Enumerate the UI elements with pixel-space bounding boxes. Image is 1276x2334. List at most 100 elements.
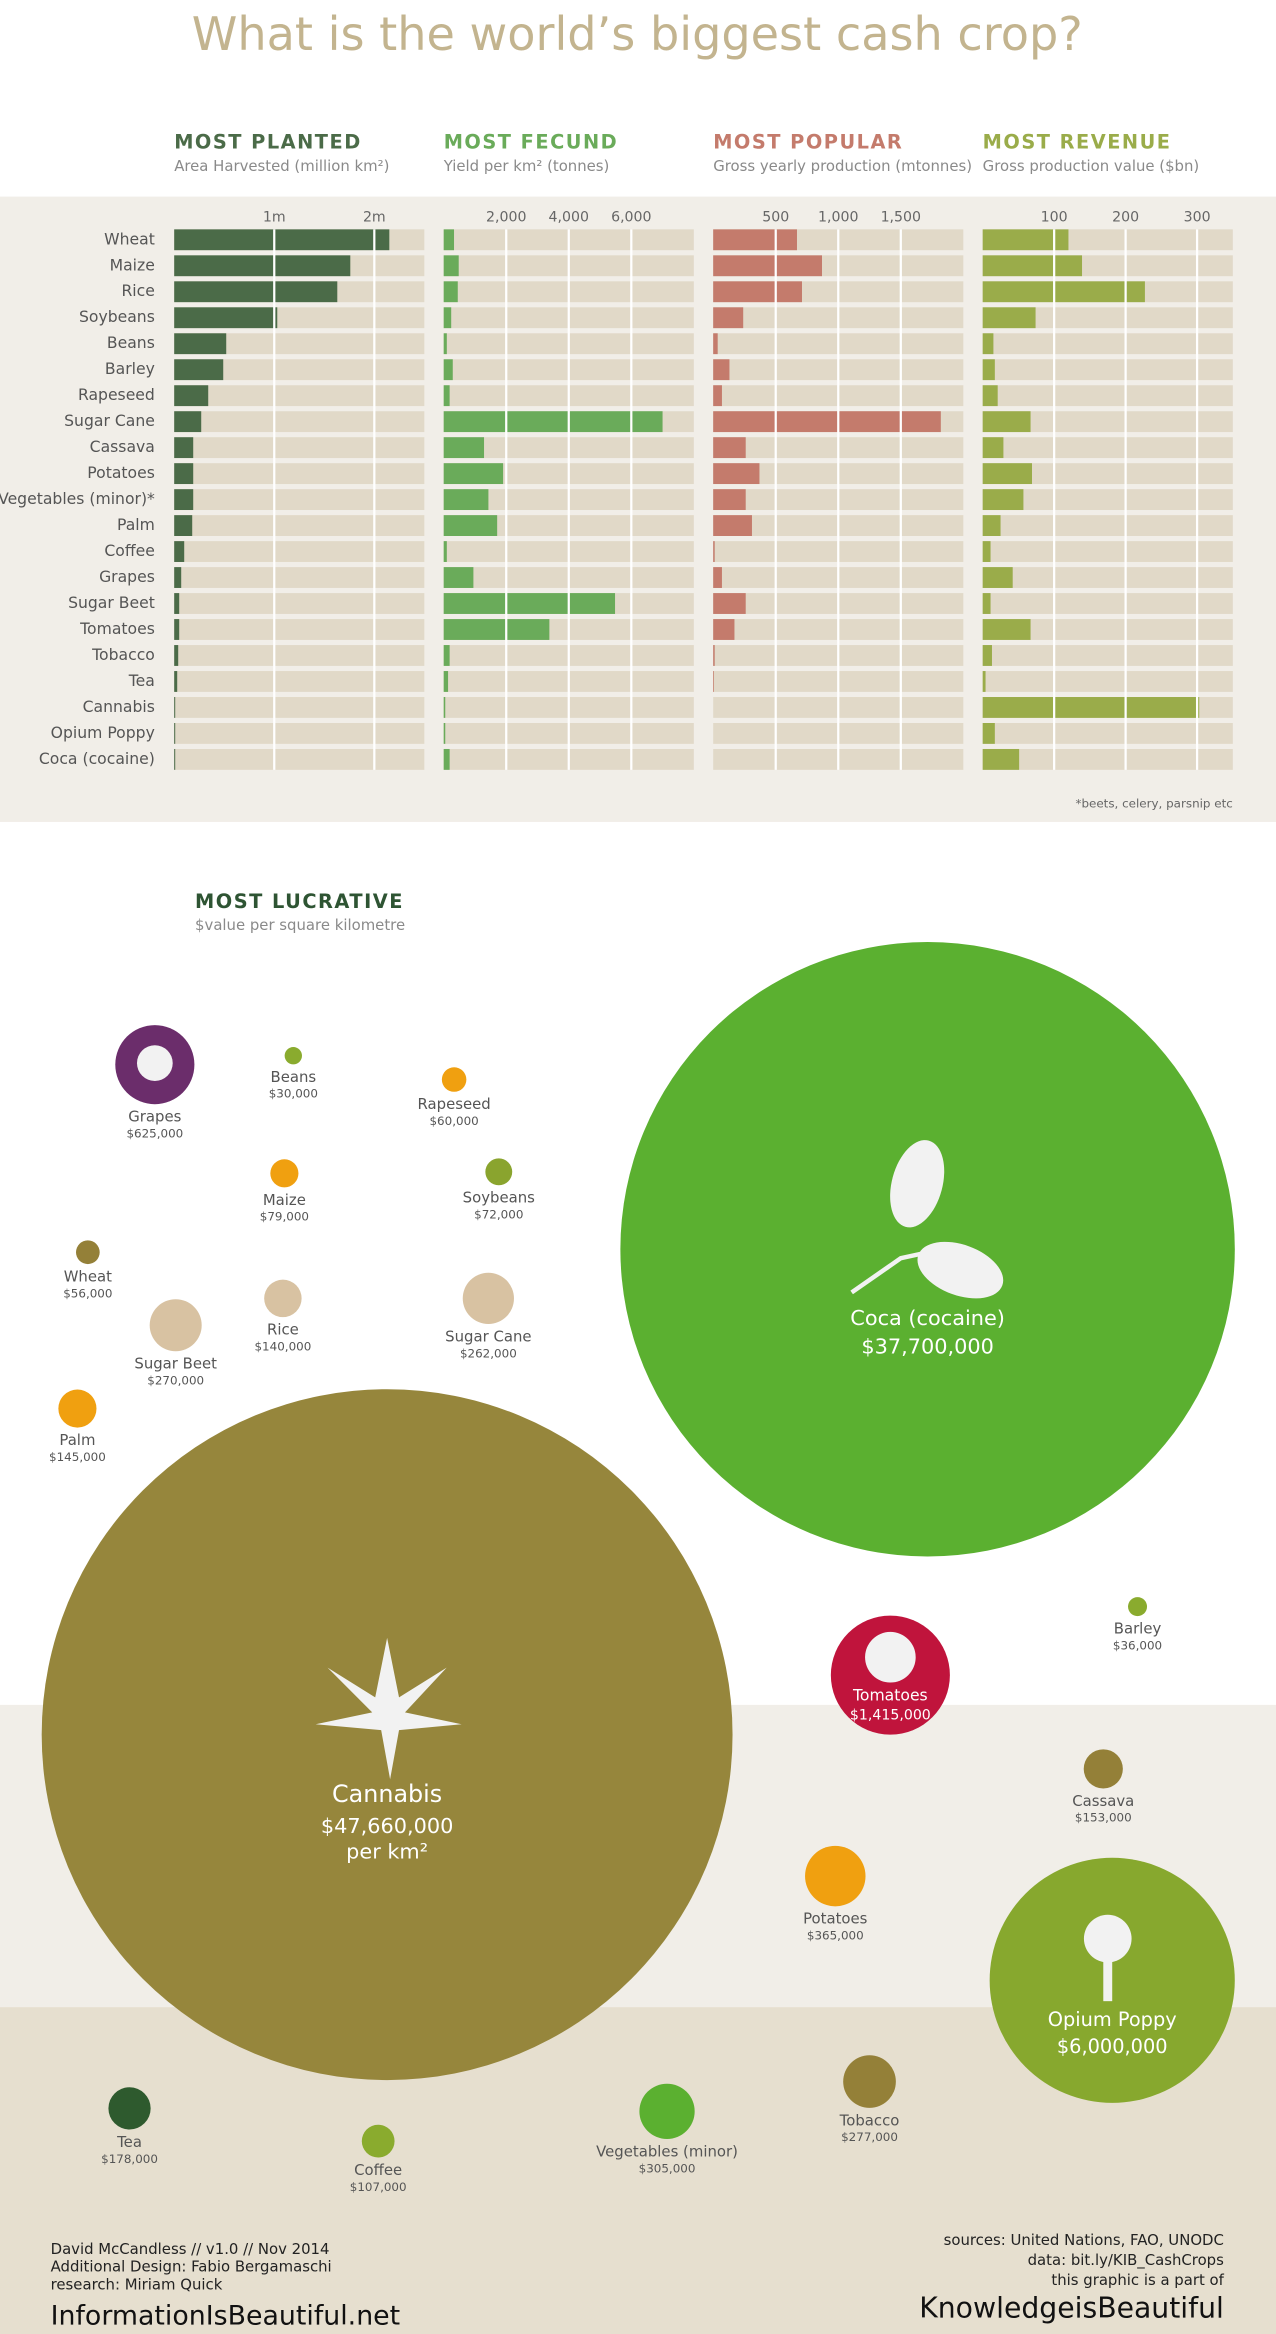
bar (443, 411, 663, 433)
category-label: Coca (cocaine) (39, 749, 155, 768)
bar (713, 567, 722, 588)
bar (174, 463, 194, 485)
row-background (174, 541, 425, 562)
x-tick-label: 1,000 (818, 209, 858, 225)
bubble-label: Grapes (128, 1108, 181, 1126)
bar (174, 229, 390, 251)
category-label: Sugar Cane (64, 411, 155, 430)
bar (713, 645, 715, 666)
panel-subtitle: Area Harvested (million km²) (174, 157, 389, 175)
bubble-label: Tea (116, 2133, 142, 2151)
source-line: sources: United Nations, FAO, UNODC (944, 2231, 1224, 2249)
category-label: Cannabis (83, 697, 155, 716)
bar (174, 489, 194, 511)
credit: Additional Design: Fabio Bergamaschi (51, 2258, 332, 2276)
cannabis-leaf (315, 1637, 462, 1780)
bar (443, 515, 498, 536)
bubble-label: Sugar Beet (134, 1355, 217, 1373)
bar (982, 411, 1031, 433)
bubble-value-label: $140,000 (254, 1339, 311, 1353)
bar (982, 541, 991, 562)
bar (174, 645, 179, 666)
bubble-label: Opium Poppy (1048, 2008, 1177, 2031)
category-label: Cassava (90, 437, 155, 456)
bar (443, 489, 489, 511)
bar (982, 255, 1083, 277)
bubble-value-label: $36,000 (1113, 1638, 1162, 1652)
bar (982, 463, 1032, 485)
bar (174, 515, 193, 536)
row-background (982, 437, 1233, 459)
bubble (639, 2083, 695, 2139)
brand-name: KnowledgeisBeautiful (919, 2291, 1224, 2324)
footer: David McCandless // v1.0 // Nov 2014Addi… (51, 2231, 1225, 2331)
bubble-label: Wheat (64, 1267, 112, 1285)
bubble (284, 1047, 302, 1065)
bubble (462, 1272, 514, 1325)
bar (443, 463, 504, 485)
credit: research: Miriam Quick (51, 2276, 223, 2294)
bar (982, 645, 992, 666)
bubble-value-label: $625,000 (126, 1126, 183, 1140)
bubble-value-label: $107,000 (350, 2180, 407, 2194)
panel-title: MOST REVENUE (983, 130, 1172, 153)
category-label: Beans (107, 333, 155, 352)
bar (713, 593, 746, 614)
bar (713, 619, 735, 640)
bar (982, 385, 998, 407)
category-label: Potatoes (87, 463, 155, 482)
x-tick-label: 500 (762, 209, 789, 225)
bubble-label: Vegetables (minor) (596, 2142, 738, 2160)
coca-leaf (917, 1241, 1004, 1299)
bubble-label: Coffee (354, 2161, 402, 2179)
bar (982, 697, 1200, 718)
bubble (843, 2055, 896, 2108)
bar (174, 437, 194, 459)
bar (713, 281, 802, 303)
row-background (982, 333, 1233, 355)
row-background (174, 411, 425, 433)
bar (174, 255, 351, 277)
bar (443, 437, 485, 459)
bubble-label: Rice (267, 1321, 299, 1339)
footnote: *beets, celery, parsnip etc (1076, 797, 1233, 811)
bar (713, 411, 941, 433)
row-background (982, 541, 1233, 562)
source-line: this graphic is a part of (1051, 2271, 1224, 2289)
bar (982, 437, 1004, 459)
row-background (982, 489, 1233, 511)
bubble (108, 2087, 151, 2130)
category-label: Rapeseed (78, 385, 155, 404)
bubble (1083, 1749, 1123, 1789)
category-label: Coffee (104, 541, 154, 560)
panel-title: MOST FECUND (444, 130, 619, 153)
bar (982, 515, 1001, 536)
bubble-value-label: $365,000 (807, 1929, 864, 1943)
panel-title: MOST POPULAR (713, 130, 903, 153)
x-tick-label: 4,000 (549, 209, 589, 225)
row-background (174, 463, 425, 485)
row-background (174, 515, 425, 536)
panel-subtitle: Gross yearly production (mtonnes) (713, 157, 972, 175)
bar (982, 748, 1020, 770)
bubble-value-label: $1,415,000 (850, 1707, 931, 1723)
bar (174, 359, 224, 381)
bar (713, 385, 722, 407)
bar (982, 593, 991, 614)
bubble-value-label: $305,000 (639, 2161, 696, 2175)
coca-leaf (890, 1140, 945, 1228)
panel-subtitle: Yield per km² (tonnes) (443, 157, 610, 175)
row-background (174, 619, 425, 640)
bar (713, 671, 714, 692)
x-tick-label: 1,500 (881, 209, 921, 225)
category-label: Sugar Beet (68, 593, 155, 612)
bar (174, 748, 176, 770)
category-label: Opium Poppy (51, 723, 155, 742)
bubble-label: Palm (59, 1431, 95, 1449)
bar (443, 541, 447, 562)
category-label: Wheat (104, 229, 155, 248)
bar (174, 723, 176, 744)
bubble (485, 1158, 513, 1186)
chart-subtitle: $value per square kilometre (195, 916, 405, 934)
row-background (174, 359, 425, 381)
